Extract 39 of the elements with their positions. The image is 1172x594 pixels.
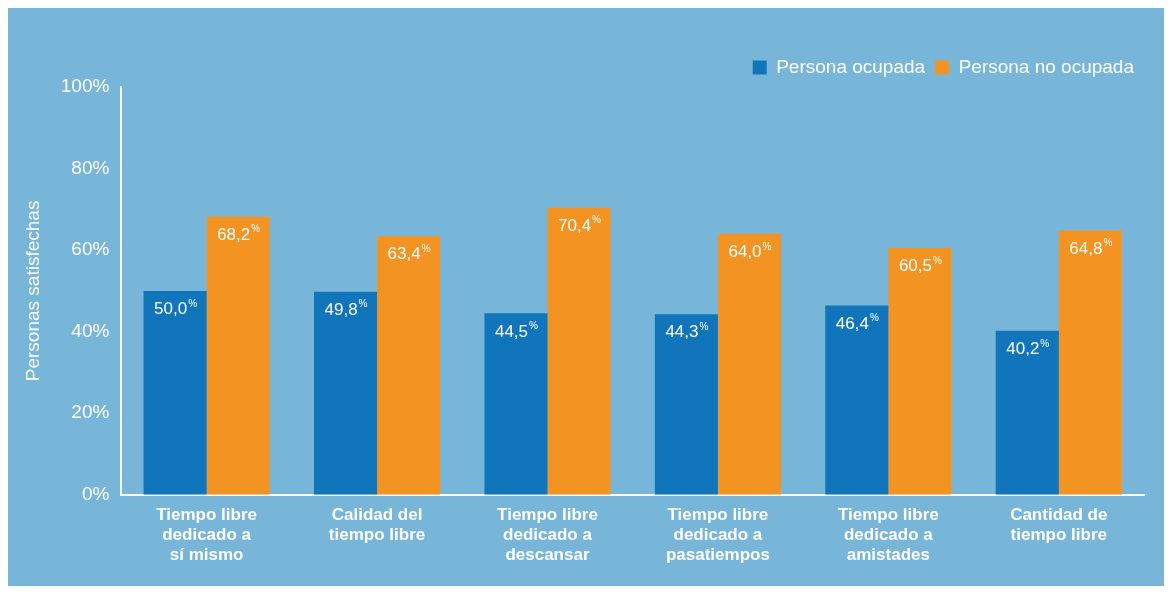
bar — [547, 207, 611, 495]
y-tick-label: 40% — [71, 319, 110, 341]
legend-label: Persona no ocupada — [958, 55, 1135, 77]
data-label: 60,5% — [898, 254, 942, 276]
data-label: 50,0% — [154, 297, 198, 319]
y-tick-label: 100% — [60, 75, 110, 97]
data-label: 68,2% — [217, 223, 261, 244]
data-label: 46,4% — [835, 312, 879, 333]
x-tick-label: Cantidad de tiempo libre — [1010, 504, 1108, 545]
bar — [143, 290, 207, 495]
y-tick-label: 80% — [71, 156, 110, 178]
data-label: 64,0% — [728, 240, 772, 261]
bar — [717, 233, 781, 495]
bar — [825, 305, 889, 495]
x-tick-label: Tiempo libre dedicado a amistades — [837, 504, 939, 565]
bar — [484, 313, 548, 495]
x-tick-label: Tiempo libre dedicado a descansar — [497, 504, 598, 565]
x-tick-label: Tiempo libre dedicado a sí mismo — [156, 504, 257, 565]
y-tick-label: 20% — [71, 401, 110, 423]
y-tick-label: 0% — [81, 483, 110, 505]
data-label: 49,8% — [324, 298, 368, 319]
data-label: 40,2% — [1006, 337, 1050, 359]
bar — [995, 330, 1059, 495]
x-tick-label: Tiempo libre dedicado a pasatiempos — [665, 504, 770, 565]
data-label: 44,5% — [494, 320, 539, 341]
data-label: 70,4% — [558, 214, 602, 235]
x-tick-label: Calidad del tiempo libre — [328, 504, 426, 545]
bar — [206, 216, 270, 495]
bar — [377, 236, 441, 495]
y-axis-title: Personas satisfechas — [21, 200, 43, 382]
bar — [888, 248, 952, 495]
data-label: 64,8% — [1069, 237, 1113, 258]
bar — [654, 314, 718, 495]
bar — [1058, 230, 1122, 495]
data-label: 44,3% — [665, 320, 709, 342]
bar — [313, 291, 378, 495]
data-label: 63,4% — [387, 243, 431, 264]
legend-label: Persona ocupada — [776, 55, 926, 77]
y-tick-label: 60% — [71, 238, 110, 260]
